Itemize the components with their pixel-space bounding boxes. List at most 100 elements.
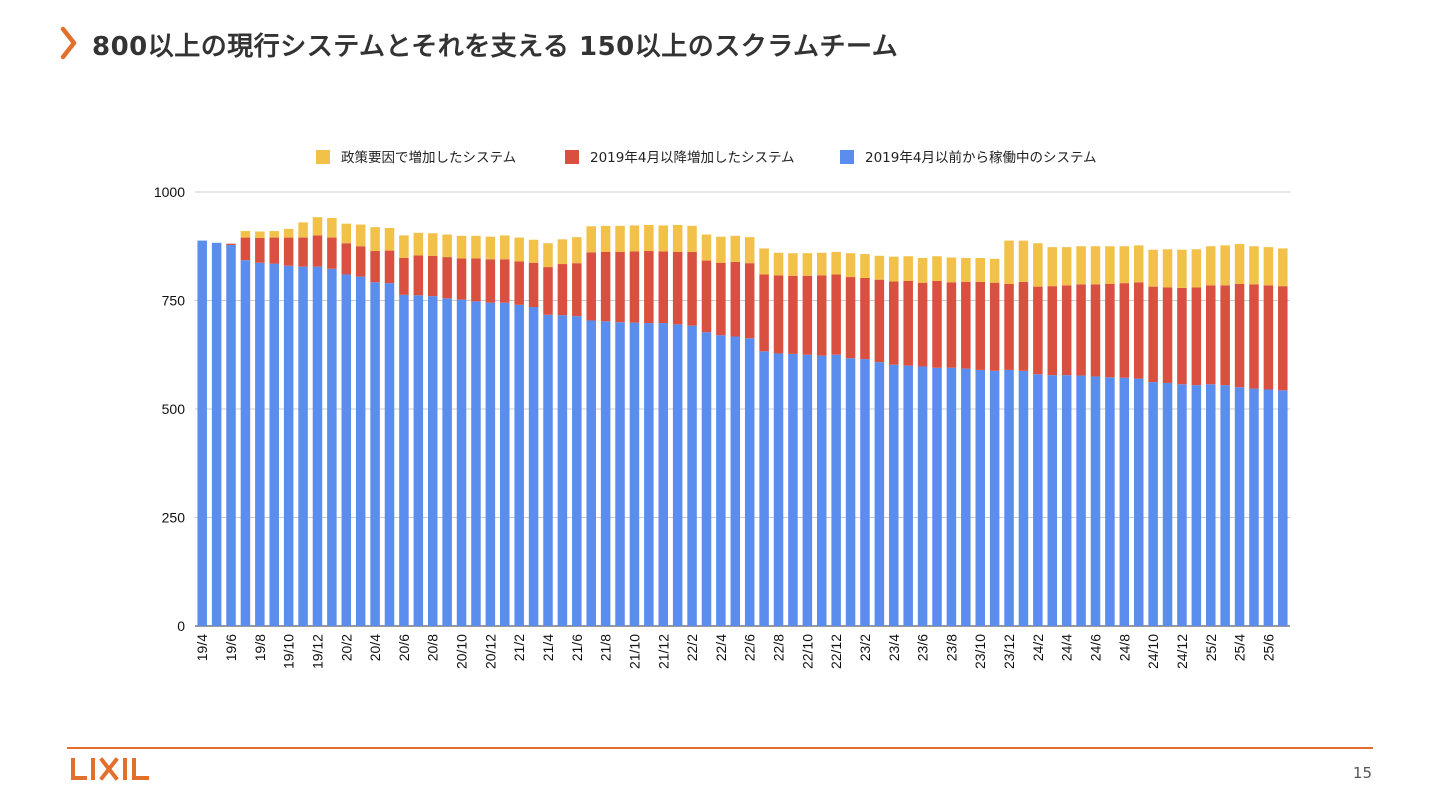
bar-segment (816, 275, 827, 356)
bar-segment (1263, 247, 1274, 286)
bar-segment (1090, 246, 1101, 285)
bar-segment (355, 246, 366, 277)
bar-segment (1148, 382, 1158, 626)
bar-segment (1263, 389, 1274, 626)
x-tick-label: 23/8 (943, 634, 959, 661)
bar-segment (456, 258, 467, 300)
bar-segment (1076, 284, 1086, 376)
bar-segment (1076, 375, 1086, 626)
bar-segment (600, 251, 611, 322)
bar-segment (1033, 374, 1043, 626)
bar-segment (975, 257, 985, 282)
bar-segment (255, 262, 265, 626)
x-tick-label: 22/4 (713, 634, 729, 661)
x-tick-label: 24/12 (1174, 634, 1190, 669)
bar-segment (1119, 246, 1130, 284)
bar-segment (600, 225, 611, 252)
legend-label: 政策要因で増加したシステム (341, 149, 516, 166)
bar-segment (989, 370, 1000, 626)
bar-segment (744, 263, 755, 339)
bar-segment (557, 239, 568, 265)
bar-segment (1105, 246, 1115, 285)
bar-segment (1061, 375, 1072, 626)
bar-segment (1105, 284, 1115, 378)
bar-segment (557, 264, 568, 316)
bar-segment (773, 353, 784, 626)
bar-segment (442, 257, 452, 299)
x-tick-label: 22/8 (771, 634, 787, 661)
bar-segment (514, 304, 524, 626)
bar-segment (989, 282, 1000, 371)
bar-segment (629, 251, 640, 323)
x-tick-label: 25/4 (1232, 634, 1248, 661)
bar-segment (1061, 247, 1072, 286)
bar-segment (384, 283, 395, 626)
bar-segment (427, 255, 438, 297)
x-tick-label: 19/10 (281, 634, 297, 669)
x-tick-label: 20/2 (338, 634, 354, 661)
bar-segment (903, 280, 913, 366)
bar-segment (1133, 245, 1144, 283)
bar-segment (543, 243, 553, 268)
x-tick-label: 24/10 (1145, 634, 1161, 669)
bar-segment (255, 231, 265, 239)
bar-segment (341, 243, 352, 275)
bar-segment (672, 324, 683, 626)
x-tick-label: 20/8 (425, 634, 441, 661)
bar-segment (1206, 384, 1216, 626)
x-tick-label: 23/6 (915, 634, 931, 661)
bar-segment (730, 235, 741, 262)
bar-segment (1220, 285, 1230, 386)
x-tick-label: 22/6 (742, 634, 758, 661)
bar-segment (500, 235, 510, 260)
x-tick-label: 25/2 (1203, 634, 1219, 661)
bar-segment (269, 237, 279, 264)
bar-segment (514, 237, 524, 262)
bar-segment (413, 255, 424, 296)
x-tick-label: 24/8 (1116, 634, 1132, 661)
footer-divider (67, 747, 1373, 749)
bar-segment (1177, 384, 1187, 626)
bar-segment (889, 364, 899, 626)
x-tick-label: 20/4 (367, 634, 383, 661)
bar-segment (197, 240, 207, 626)
bar-segment (384, 250, 395, 284)
bar-segment (629, 225, 640, 252)
bar-segment (485, 236, 496, 260)
bar-segment (399, 257, 409, 295)
bar-segment (1090, 284, 1101, 377)
bar-segment (1004, 369, 1014, 626)
bar-segment (327, 237, 337, 269)
y-tick-label: 500 (162, 401, 186, 417)
bar-segment (298, 237, 308, 267)
x-tick-label: 19/6 (223, 634, 239, 661)
bar-segment (471, 301, 481, 626)
bar-segment (500, 302, 510, 626)
bar-segment (716, 236, 726, 263)
bar-segment (312, 217, 323, 236)
bar-segment (701, 332, 712, 626)
bar-segment (874, 362, 885, 626)
x-tick-label: 19/4 (194, 634, 210, 661)
bar-segment (370, 251, 380, 283)
bar-segment (658, 251, 669, 324)
bar-segment (514, 261, 524, 305)
bar-segment (1133, 378, 1144, 626)
bar-segment (917, 257, 928, 283)
bar-segment (226, 243, 236, 245)
bar-segment (701, 234, 712, 261)
bar-segment (615, 251, 625, 323)
bar-segment (1206, 285, 1216, 385)
bar-segment (874, 279, 885, 363)
bar-segment (1018, 370, 1029, 626)
bar-segment (672, 251, 683, 325)
bar-segment (961, 257, 971, 282)
bar-segment (1004, 240, 1014, 285)
bar-segment (1076, 246, 1086, 285)
bar-segment (759, 248, 769, 275)
lixil-logo (71, 757, 149, 781)
bar-segment (860, 277, 870, 360)
bar-segment (903, 256, 913, 281)
bar-segment (644, 224, 654, 252)
legend-label: 2019年4月以前から稼働中のシステム (865, 149, 1097, 166)
